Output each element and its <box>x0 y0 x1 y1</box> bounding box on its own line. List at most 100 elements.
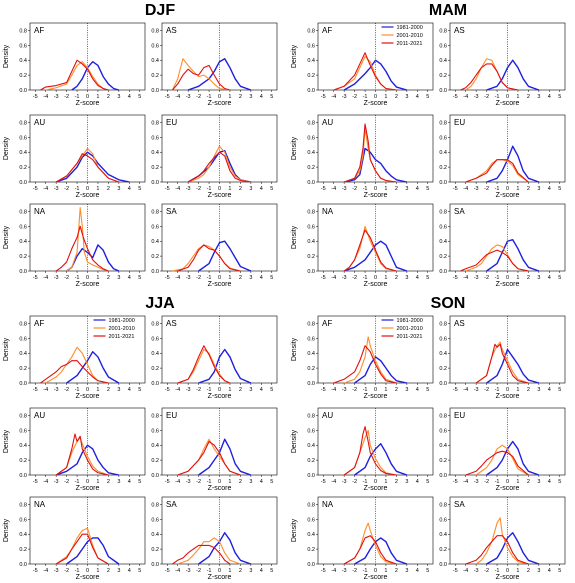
x-tick-label: 1 <box>228 387 231 393</box>
y-tick-label: 0.2 <box>19 165 27 171</box>
x-tick-label: 5 <box>138 479 141 485</box>
x-tick-label: 4 <box>548 568 551 574</box>
x-tick-label: -3 <box>54 186 59 192</box>
y-tick-label: 0.6 <box>307 428 315 434</box>
series-line-2011-2021 <box>465 159 529 183</box>
y-tick-label: 0.0 <box>151 269 159 275</box>
x-tick-label: -4 <box>463 479 468 485</box>
y-tick-label: 0.0 <box>439 381 447 387</box>
x-tick-label: -4 <box>43 275 48 281</box>
y-tick-label: 0.6 <box>151 43 159 49</box>
season-block-djf: DJF 0.0 0.2 0.4 0.6 0.8 -5 -4 -3 -2 -1 0 1 2 3 4 5 Z-scor… <box>3 2 278 288</box>
legend-label: 1981-2000 <box>397 318 423 324</box>
y-tick-label: 0.2 <box>307 254 315 260</box>
x-tick-label: -2 <box>196 479 201 485</box>
x-tick-label: 3 <box>537 186 540 192</box>
x-tick-label: -2 <box>484 186 489 192</box>
panel-mam-af: 0.0 0.2 0.4 0.6 0.8 -5 -4 -3 -2 -1 0 1 2 3 4 5 Z-score De… <box>291 22 434 107</box>
legend-label: 1981-2000 <box>109 318 135 324</box>
x-tick-label: 2 <box>527 387 530 393</box>
x-axis-title: Z-score <box>496 192 520 199</box>
x-tick-label: -3 <box>474 275 479 281</box>
x-tick-label: 0 <box>86 275 89 281</box>
series-line-1981-2000 <box>198 240 252 272</box>
panel-jja-sa: 0.0 0.2 0.4 0.6 0.8 -5 -4 -3 -2 -1 0 1 2 3 4 5 Z-score SA <box>151 496 278 581</box>
x-tick-label: 0 <box>506 568 509 574</box>
x-tick-label: 5 <box>138 94 141 100</box>
series-line-2011-2021 <box>55 225 109 272</box>
x-tick-label: 5 <box>558 568 561 574</box>
x-tick-label: 4 <box>128 186 131 192</box>
y-tick-label: 0.6 <box>19 135 27 141</box>
x-tick-label: -1 <box>363 94 368 100</box>
x-tick-label: 3 <box>405 275 408 281</box>
x-tick-label: 4 <box>128 387 131 393</box>
y-tick-label: 0.8 <box>19 209 27 215</box>
x-tick-label: 2 <box>395 186 398 192</box>
x-tick-label: 3 <box>405 479 408 485</box>
x-tick-label: 2 <box>395 94 398 100</box>
y-tick-label: 0.8 <box>307 413 315 419</box>
y-tick-label: 0.2 <box>19 547 27 553</box>
x-tick-label: -5 <box>33 94 38 100</box>
legend-label: 2011-2021 <box>109 334 135 340</box>
x-tick-label: 3 <box>249 568 252 574</box>
y-tick-label: 0.4 <box>151 239 159 245</box>
series-line-1981-2000 <box>486 59 540 91</box>
legend-label: 2011-2021 <box>397 41 423 47</box>
series-line-2011-2021 <box>465 535 529 565</box>
x-tick-label: 5 <box>558 186 561 192</box>
x-tick-label: -2 <box>64 479 69 485</box>
y-tick-label: 0.2 <box>151 254 159 260</box>
x-tick-label: 1 <box>228 94 231 100</box>
y-tick-label: 0.2 <box>307 458 315 464</box>
y-tick-label: 0.2 <box>307 73 315 79</box>
series-line-2011-2021 <box>460 249 529 272</box>
x-tick-label: 3 <box>117 275 120 281</box>
x-tick-label: 5 <box>270 479 273 485</box>
x-axis-title: Z-score <box>208 393 232 400</box>
series-line-2001-2010 <box>187 145 251 183</box>
x-tick-label: 1 <box>384 568 387 574</box>
x-tick-label: -4 <box>175 479 180 485</box>
x-tick-label: -4 <box>175 568 180 574</box>
series-line-1981-2000 <box>354 537 408 565</box>
y-tick-label: 0.6 <box>439 135 447 141</box>
series-line-2011-2021 <box>177 244 241 272</box>
x-tick-label: -5 <box>321 387 326 393</box>
series-line-2011-2021 <box>55 533 109 565</box>
x-tick-label: 3 <box>249 479 252 485</box>
region-label: EU <box>454 118 465 127</box>
region-label: SA <box>454 500 465 509</box>
x-tick-label: 1 <box>384 275 387 281</box>
y-tick-label: 0.0 <box>439 562 447 568</box>
x-tick-label: 4 <box>416 479 419 485</box>
y-tick-label: 0.4 <box>19 239 27 245</box>
y-tick-label: 0.4 <box>307 351 315 357</box>
x-tick-label: 1 <box>516 479 519 485</box>
x-tick-label: 3 <box>405 568 408 574</box>
y-tick-label: 0.8 <box>307 321 315 327</box>
x-tick-label: -5 <box>33 568 38 574</box>
x-tick-label: 3 <box>249 275 252 281</box>
y-tick-label: 0.8 <box>307 120 315 126</box>
y-tick-label: 0.8 <box>19 502 27 508</box>
x-tick-label: 0 <box>374 186 377 192</box>
x-tick-label: -1 <box>207 568 212 574</box>
x-tick-label: 2 <box>527 186 530 192</box>
y-tick-label: 0.6 <box>19 336 27 342</box>
y-tick-label: 0.8 <box>307 209 315 215</box>
x-tick-label: -3 <box>186 94 191 100</box>
x-tick-label: 4 <box>260 94 263 100</box>
x-tick-label: -1 <box>363 186 368 192</box>
x-tick-label: -1 <box>75 387 80 393</box>
x-tick-label: -3 <box>342 186 347 192</box>
x-tick-label: 1 <box>516 568 519 574</box>
y-tick-label: 0.2 <box>19 458 27 464</box>
x-tick-label: 1 <box>96 275 99 281</box>
y-tick-label: 0.6 <box>307 336 315 342</box>
region-label: SA <box>166 500 177 509</box>
y-tick-label: 0.8 <box>151 28 159 34</box>
x-tick-label: -4 <box>175 94 180 100</box>
